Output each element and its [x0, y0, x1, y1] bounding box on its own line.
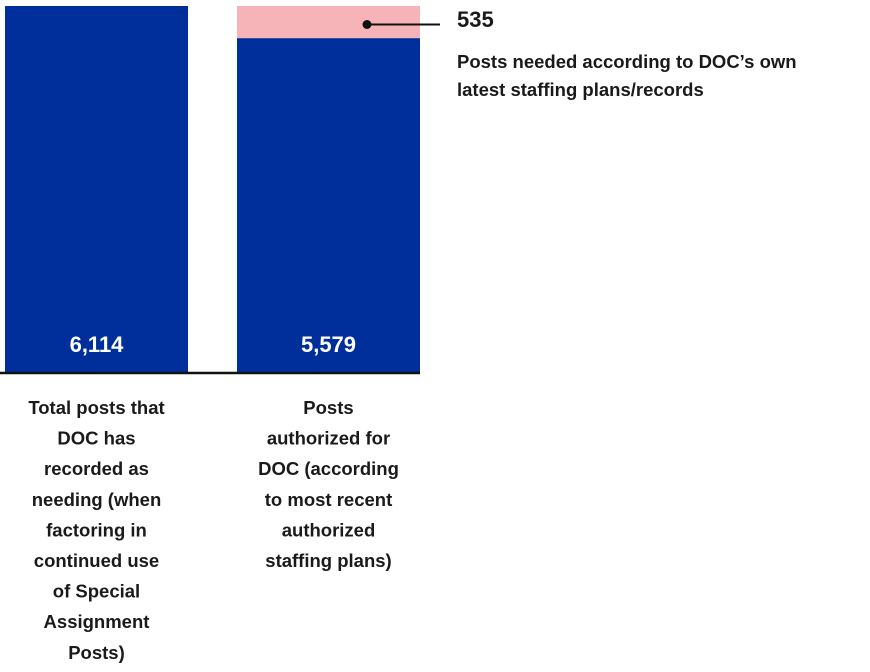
category-label-line: Posts: [303, 397, 353, 418]
category-label-line: needing (when: [32, 489, 162, 510]
category-label-line: staffing plans): [265, 550, 391, 571]
category-label-line: of Special: [53, 581, 140, 602]
category-label-line: recorded as: [44, 458, 149, 479]
bar-value-label-2: 5,579: [301, 332, 356, 357]
annotation-text-line-2: latest staffing plans/records: [457, 79, 704, 100]
annotation-group: 535 Posts needed according to DOC’s own la…: [362, 7, 797, 100]
category-label-line: factoring in: [46, 519, 147, 540]
bar-1: [5, 6, 188, 373]
annotation-value: 535: [457, 7, 494, 32]
bar-2: [237, 38, 420, 373]
gap-segment: [237, 6, 420, 39]
category-label-line: DOC has: [57, 428, 135, 449]
category-label-line: authorized: [282, 519, 376, 540]
annotation-text-line-1: Posts needed according to DOC’s own: [457, 51, 797, 72]
category-label-line: Assignment: [44, 611, 150, 632]
category-label-line: DOC (according: [258, 458, 399, 479]
category-label-line: continued use: [34, 550, 159, 571]
category-label-2: Posts authorized for DOC (according to most…: [258, 397, 399, 571]
category-label-line: to most recent: [265, 489, 392, 510]
category-label-1: Total posts that DOC has recorded as needin…: [28, 397, 164, 663]
bar-value-label-1: 6,114: [70, 332, 125, 357]
bars-group: [0, 6, 420, 375]
category-label-line: Posts): [68, 642, 125, 663]
labels-group: 6,114 5,579 Total posts that DOC has recorde…: [28, 332, 399, 663]
category-label-line: authorized for: [267, 428, 390, 449]
category-label-line: Total posts that: [28, 397, 164, 418]
